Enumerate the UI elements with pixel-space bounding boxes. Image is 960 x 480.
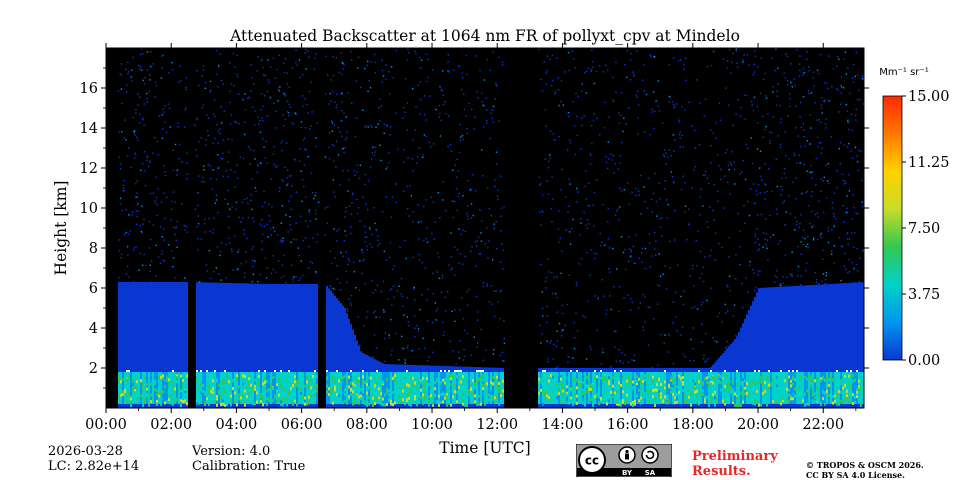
colorbar-tick-label: 0.00 [908, 353, 940, 369]
y-tick-label: 10 [80, 201, 98, 217]
copyright-line-1: © TROPOS & OSCM 2026. [806, 460, 924, 470]
y-tick-label: 14 [80, 121, 98, 137]
backscatter-columns [118, 282, 864, 408]
preliminary-notice: Preliminary Results. [692, 449, 778, 479]
sa-icon [641, 446, 659, 464]
y-axis: 2 4 6 8 10 12 14 16 [80, 67, 869, 389]
chart-title: Attenuated Backscatter at 1064 nm FR of … [229, 27, 740, 45]
calibration-text: Calibration: True [192, 459, 306, 474]
y-tick-label: 6 [89, 281, 98, 297]
x-tick-label: 20:00 [737, 417, 779, 433]
x-tick-label: 04:00 [216, 417, 258, 433]
colorbar-tick-label: 11.25 [908, 155, 950, 171]
x-tick-label: 16:00 [607, 417, 649, 433]
sa-label: SA [645, 469, 656, 477]
colorbar-gradient [882, 95, 903, 361]
cc-by-sa-logo: cc BY SA [576, 444, 672, 477]
x-tick-label: 06:00 [281, 417, 323, 433]
copyright-notice: © TROPOS & OSCM 2026. CC BY SA 4.0 Licen… [806, 460, 924, 480]
colorbar-unit-label: Mm⁻¹ sr⁻¹ [879, 67, 928, 78]
y-tick-label: 12 [80, 161, 98, 177]
y-tick-label: 8 [89, 241, 98, 257]
y-tick-label: 16 [80, 81, 98, 97]
colorbar-tick-label: 3.75 [908, 287, 940, 303]
x-tick-label: 02:00 [150, 417, 192, 433]
plot-area [106, 48, 864, 408]
x-tick-label: 12:00 [476, 417, 518, 433]
lidar-constant-text: LC: 2.82e+14 [48, 459, 140, 474]
preliminary-line-2: Results. [692, 464, 751, 479]
x-tick-label: 22:00 [802, 417, 844, 433]
signal-noise [117, 48, 864, 370]
colorbar: Mm⁻¹ sr⁻¹ 0.00 3.75 7.50 11.25 15.00 [879, 67, 949, 369]
copyright-line-2: CC BY SA 4.0 License. [806, 470, 905, 480]
y-axis-label: Height [km] [52, 181, 70, 276]
footer-meta-left: 2026-03-28 LC: 2.82e+14 [48, 444, 139, 474]
date-text: 2026-03-28 [48, 444, 123, 459]
footer-meta-mid: Version: 4.0 Calibration: True [192, 444, 305, 474]
y-tick-label: 4 [89, 321, 98, 337]
version-text: Version: 4.0 [192, 444, 271, 459]
y-tick-label: 2 [89, 361, 98, 377]
x-tick-label: 18:00 [672, 417, 714, 433]
by-label: BY [622, 469, 633, 477]
x-tick-label: 08:00 [346, 417, 388, 433]
preliminary-line-1: Preliminary [692, 449, 778, 464]
colorbar-tick-label: 7.50 [908, 221, 940, 237]
x-tick-label: 00:00 [85, 417, 127, 433]
cc-icon-text: cc [585, 454, 599, 468]
colorbar-tick-label: 15.00 [908, 89, 950, 105]
x-tick-label: 14:00 [542, 417, 584, 433]
x-axis: 00:00 02:00 04:00 06:00 08:00 10:00 12:00 14:00… [85, 43, 857, 433]
cc-icon [578, 446, 606, 474]
x-axis-label: Time [UTC] [439, 439, 530, 457]
x-tick-label: 10:00 [411, 417, 453, 433]
